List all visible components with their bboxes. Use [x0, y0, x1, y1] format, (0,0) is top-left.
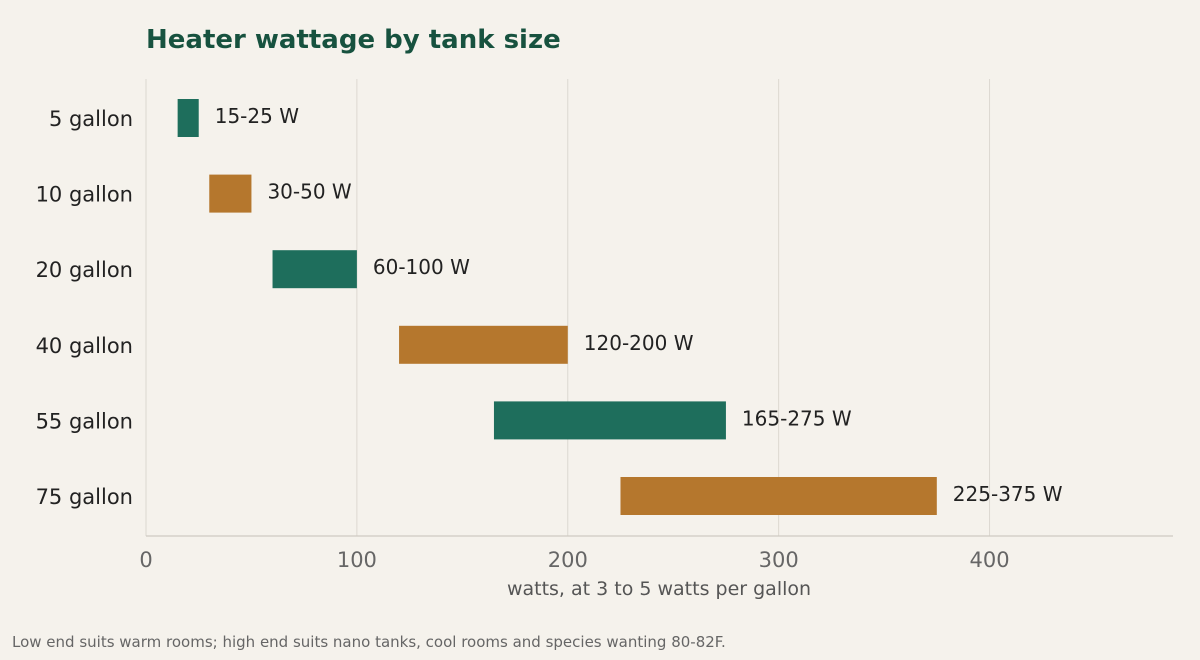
bar-data-label: 15-25 W: [215, 104, 299, 128]
range-bar: [620, 477, 937, 515]
x-tick-label: 400: [969, 548, 1009, 572]
category-label: 20 gallon: [36, 258, 133, 282]
bar-data-label: 60-100 W: [373, 255, 470, 279]
category-label: 75 gallon: [36, 485, 133, 509]
range-bar: [272, 250, 357, 289]
range-bar: [493, 401, 726, 440]
category-label: 5 gallon: [49, 107, 133, 131]
x-tick-label: 0: [139, 548, 152, 572]
bars: [177, 99, 937, 515]
range-bar: [177, 99, 199, 137]
chart-footnote: Low end suits warm rooms; high end suits…: [12, 633, 726, 651]
category-labels: 5 gallon 10 gallon 20 gallon 40 gallon 55 ga…: [36, 107, 133, 509]
bar-data-label: 30-50 W: [267, 180, 351, 204]
category-label: 40 gallon: [36, 334, 133, 358]
bar-data-label: 165-275 W: [742, 406, 852, 430]
category-label: 10 gallon: [36, 183, 133, 207]
chart-title: Heater wattage by tank size: [146, 25, 561, 55]
x-tick-label: 200: [548, 548, 588, 572]
data-labels: 15-25 W 30-50 W 60-100 W 120-200 W 165-275 W…: [215, 104, 1063, 506]
x-tick-labels: 0 100 200 300 400: [139, 548, 1009, 572]
x-axis-title: watts, at 3 to 5 watts per gallon: [507, 578, 811, 600]
bar-data-label: 120-200 W: [584, 331, 694, 355]
x-tick-label: 300: [759, 548, 799, 572]
bar-data-label: 225-375 W: [953, 482, 1063, 506]
category-label: 55 gallon: [36, 409, 133, 433]
range-bar: [399, 325, 568, 364]
range-bar: [209, 174, 252, 213]
x-tick-label: 100: [337, 548, 377, 572]
gridlines: [145, 79, 991, 536]
